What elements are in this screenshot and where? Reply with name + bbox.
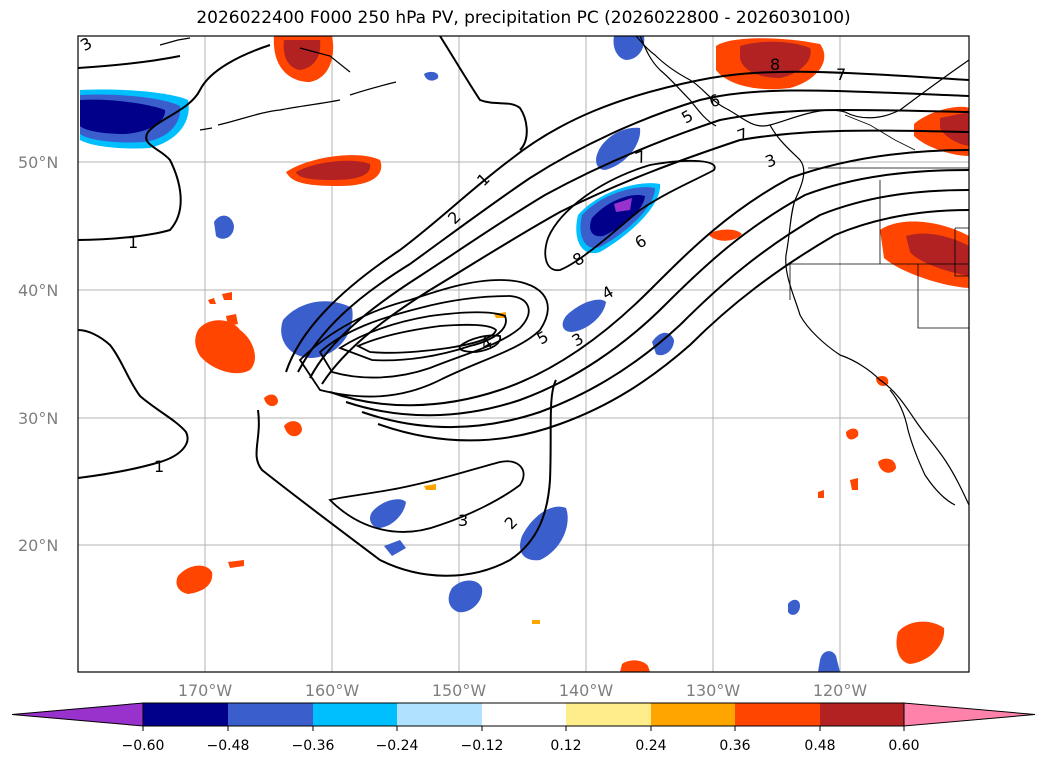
lat-label: 40°N [18, 281, 58, 300]
positive-precip-areas [176, 36, 969, 672]
precip-blob [424, 71, 439, 81]
contour-label: 6 [707, 90, 723, 111]
precip-blob [222, 292, 232, 300]
precip-blob [896, 621, 945, 664]
contour-label: 2 [501, 513, 522, 534]
contour-label: 3 [763, 150, 779, 171]
precip-blob [370, 499, 406, 528]
precip-blob [532, 620, 540, 624]
colorbar-tick-label: −0.36 [292, 738, 335, 754]
coastlines [159, 36, 969, 506]
precip-blob [226, 314, 238, 326]
pv-contours [78, 36, 969, 577]
colorbar-tick-label: 0.36 [719, 738, 750, 754]
colorbar-tick-label: −0.12 [461, 738, 504, 754]
precip-blob [80, 99, 166, 134]
contour-label: 8 [770, 55, 780, 74]
precip-blob [284, 421, 302, 437]
map-area: 1 2 3 4 5 6 7 8 1 1 2 3 3 5 4 6 7 8 7 3 [77, 33, 969, 672]
precip-blob [846, 428, 859, 440]
colorbar-extend-right [903, 702, 1036, 727]
precip-blob [878, 458, 896, 473]
map-title: 2026022400 F000 250 hPa PV, precipitatio… [196, 8, 851, 28]
lon-label: 120°W [813, 681, 868, 700]
precip-blob [850, 478, 858, 490]
colorbar-segment [313, 703, 397, 726]
map-frame [77, 35, 970, 673]
lat-label: 50°N [18, 153, 58, 172]
precip-blob [818, 490, 824, 498]
precip-blob [195, 320, 255, 374]
lat-label: 20°N [18, 536, 58, 555]
colorbar-tick-label: −0.24 [376, 738, 419, 754]
colorbar-tick-label: 0.60 [888, 738, 919, 754]
colorbar-extend-left [11, 702, 144, 727]
lon-label: 140°W [559, 681, 614, 700]
contour-label: 3 [458, 511, 468, 530]
contour-label: 3 [77, 33, 95, 55]
colorbar-tick-label: −0.48 [207, 738, 250, 754]
lon-label: 130°W [686, 681, 741, 700]
contour-label: 8 [569, 248, 587, 270]
precip-blob [940, 112, 969, 146]
precip-blob [652, 332, 674, 356]
contour-label: 1 [154, 457, 164, 476]
precip-blob [620, 660, 650, 672]
lon-label: 160°W [305, 681, 360, 700]
contour-label: 6 [631, 231, 649, 253]
precip-blob [596, 127, 641, 170]
contour-label: 5 [533, 327, 551, 349]
pv-contour-labels: 1 2 3 4 5 6 7 8 1 1 2 3 3 5 4 6 7 8 7 3 [77, 33, 846, 534]
colorbar-segment [566, 703, 651, 726]
precip-blob [208, 298, 216, 304]
precip-blob [214, 215, 234, 239]
colorbar-segment [482, 703, 566, 726]
negative-precip-areas [80, 36, 840, 672]
colorbar-tick-label: −0.60 [122, 738, 165, 754]
colorbar: −0.60 −0.48 −0.36 −0.24 −0.12 0.12 0.24 … [11, 702, 1036, 754]
contour-label: 7 [735, 124, 751, 145]
precip-blob [590, 194, 645, 237]
precip-blob [708, 229, 742, 241]
colorbar-tick-label: 0.12 [550, 738, 581, 754]
contour-label: 2 [444, 207, 465, 228]
precip-blob [818, 651, 840, 672]
contour-label: 7 [633, 147, 649, 168]
precip-blob [614, 198, 632, 212]
precip-blob [384, 540, 406, 556]
contour-label: 1 [128, 233, 138, 252]
lon-label: 170°W [178, 681, 233, 700]
lat-label: 30°N [18, 409, 58, 428]
precip-blob [424, 484, 436, 490]
state-boundaries [789, 114, 969, 329]
precip-blob [906, 233, 969, 276]
contour-label: 5 [678, 106, 696, 128]
colorbar-segment [397, 703, 482, 726]
precip-blob [740, 41, 811, 78]
precip-blob [228, 560, 244, 568]
precip-blob [613, 36, 645, 60]
colorbar-segment [651, 703, 735, 726]
precip-blob [520, 506, 568, 561]
colorbar-segment [820, 703, 904, 726]
colorbar-segment [735, 703, 820, 726]
longitude-labels: 170°W 160°W 150°W 140°W 130°W 120°W [178, 681, 868, 700]
precip-blob [283, 40, 321, 70]
lon-label: 150°W [432, 681, 487, 700]
precip-blob [296, 160, 371, 180]
latitude-labels: 50°N 40°N 30°N 20°N [18, 153, 58, 555]
precip-blob [448, 580, 483, 613]
precip-blob [562, 299, 606, 332]
colorbar-tick-label: 0.24 [635, 738, 666, 754]
precip-blob [176, 565, 213, 594]
colorbar-tick-label: 0.48 [804, 738, 835, 754]
precip-blob [264, 394, 278, 407]
colorbar-segment [143, 703, 228, 726]
colorbar-segment [228, 703, 313, 726]
contour-label: 7 [836, 65, 846, 84]
precip-blob [788, 599, 800, 615]
